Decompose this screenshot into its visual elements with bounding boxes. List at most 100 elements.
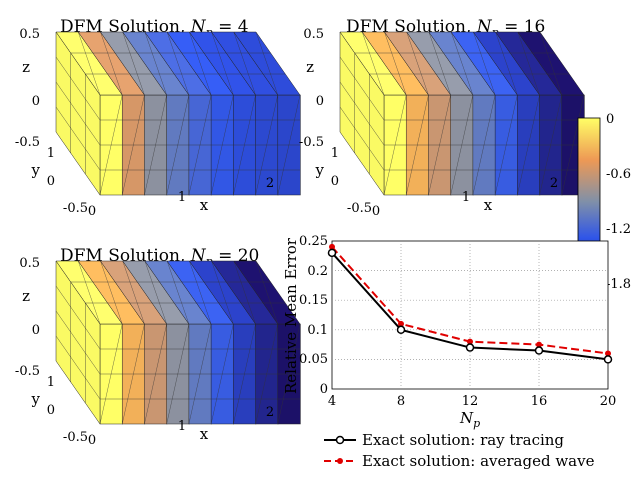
series-0-point [327, 248, 337, 258]
mesh-diagonal [428, 31, 451, 96]
mesh-diagonal [166, 260, 190, 325]
mesh-diagonal [495, 31, 518, 96]
mesh-diagonal [539, 31, 562, 96]
x-tick-2: 2 [266, 405, 274, 420]
mesh-diagonal [144, 323, 167, 425]
z-axis-label: z [306, 58, 314, 76]
y-axis-label: y [315, 161, 325, 179]
mesh-diagonal [450, 94, 474, 196]
mesh-diagonal [233, 260, 256, 325]
mesh-diagonal [99, 94, 123, 196]
mesh-diagonal [122, 323, 145, 425]
z-tick-0: 0.5 [19, 256, 40, 271]
x-tick-1: 8 [397, 394, 405, 409]
mesh-diagonal [494, 94, 518, 196]
y-tick-2: -0.5 [63, 430, 88, 445]
mesh-diagonal [100, 260, 123, 325]
z-tick-2: -0.5 [299, 135, 324, 150]
y-axis-label: y [31, 390, 41, 408]
mesh-diagonal [255, 31, 278, 96]
chart-plot-area [331, 240, 609, 390]
mesh-line [339, 81, 385, 146]
mesh-diagonal [473, 31, 496, 96]
y-tick-0: 1 [331, 146, 339, 161]
legend-marker-1 [337, 458, 343, 464]
x-tick-0: 4 [328, 394, 336, 409]
mesh-diagonal [517, 94, 540, 196]
mesh-line [55, 106, 101, 171]
y-tick-3: 0.15 [299, 293, 328, 308]
mesh-diagonal [450, 31, 474, 96]
error-chart: 4 8 12 16 20 0 0.05 0.1 0.15 0.2 0.25 Re… [282, 234, 616, 470]
x-tick-2: 12 [462, 394, 479, 409]
x-axis-label: x [484, 196, 493, 214]
mesh-line [55, 56, 101, 121]
mesh-diagonal [277, 323, 301, 425]
chart-series [327, 243, 613, 364]
panel-3: DFM Solution, Np = 20 0.50-0.5z10-0.5y01… [15, 246, 301, 448]
series-1-point [467, 338, 473, 345]
legend-marker-0 [335, 435, 345, 445]
series-0-point [396, 325, 406, 335]
mesh-diagonal [406, 94, 429, 196]
mesh-line [55, 285, 101, 350]
y-tick-2: -0.5 [347, 201, 372, 216]
legend-label-1: Exact solution: averaged wave [362, 452, 595, 470]
mesh-diagonal [233, 94, 256, 196]
series-0-point [465, 343, 475, 352]
colorbar-tick-3: -1.8 [606, 277, 631, 292]
mesh-diagonal [166, 31, 190, 96]
x-tick-0: 0 [88, 204, 96, 219]
chart-grid [332, 241, 608, 389]
mesh-diagonal [406, 31, 429, 96]
panel-2: DFM Solution, Np = 16 0.50-0.5z10-0.5y01… [299, 17, 585, 219]
y-tick-1: 0 [331, 174, 339, 189]
mesh-diagonal [211, 260, 234, 325]
series-1-point [329, 243, 335, 250]
z-tick-1: 0 [32, 323, 40, 338]
series-1-point [605, 350, 611, 357]
z-tick-0: 0.5 [19, 27, 40, 42]
x-axis-label: x [200, 196, 209, 214]
mesh-diagonal [517, 31, 540, 96]
mesh-diagonal [122, 31, 145, 96]
mesh-diagonal [144, 260, 167, 325]
mesh-diagonal [188, 323, 212, 425]
mesh-line [55, 81, 101, 146]
series-1-point [398, 320, 404, 327]
y-tick-1: 0 [47, 403, 55, 418]
x-tick-0: 0 [372, 204, 380, 219]
y-axis-label: y [31, 161, 41, 179]
mesh-diagonal [122, 260, 145, 325]
mesh-diagonal [539, 94, 562, 196]
mesh-diagonal [100, 31, 123, 96]
mesh-diagonal [189, 31, 212, 96]
x-tick-2: 2 [266, 176, 274, 191]
colorbar-tick-0: 0 [606, 112, 614, 127]
z-tick-1: 0 [316, 94, 324, 109]
mesh-diagonal [166, 94, 190, 196]
mesh-diagonal [255, 260, 278, 325]
y-tick-1: 0.05 [299, 352, 328, 367]
mesh-diagonal [99, 323, 123, 425]
mesh-diagonal [255, 94, 278, 196]
y-tick-2: -0.5 [63, 201, 88, 216]
x-tick-1: 1 [462, 190, 470, 205]
z-tick-0: 0.5 [303, 27, 324, 42]
y-axis-label: Relative Mean Error [282, 237, 300, 394]
mesh-diagonal [78, 31, 101, 96]
mesh-diagonal [189, 260, 212, 325]
mesh-diagonal [362, 31, 385, 96]
legend: Exact solution: ray tracing Exact soluti… [324, 431, 595, 470]
x-tick-2: 2 [550, 176, 558, 191]
mesh-diagonal [210, 94, 234, 196]
colorbar-tick-2: -1.2 [606, 222, 631, 237]
y-tick-0: 1 [47, 146, 55, 161]
mesh-line [55, 335, 101, 400]
z-axis-label: z [22, 58, 30, 76]
y-tick-4: 0.2 [307, 264, 328, 279]
x-tick-1: 1 [178, 419, 186, 434]
mesh-diagonal [255, 323, 278, 425]
